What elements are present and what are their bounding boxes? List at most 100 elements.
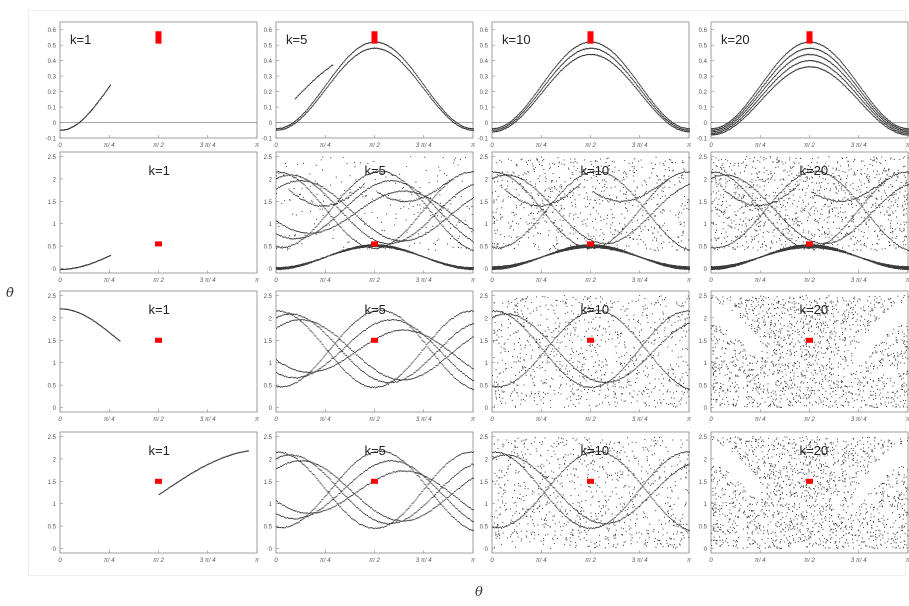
x-tick-label: 0 <box>490 143 494 149</box>
panel-title: k=20 <box>800 163 829 178</box>
x-tick-label: 0 <box>709 278 713 284</box>
initial-condition-marker <box>155 241 162 247</box>
y-tick-label: 0 <box>53 267 57 273</box>
y-tick-label: 2.5 <box>480 294 489 300</box>
x-tick-label: π/ 2 <box>153 558 164 564</box>
y-tick-label: 0.5 <box>264 525 273 531</box>
panel-r1-k20: 0.60.50.40.30.20.10-0.10π/ 4π/ 23 π/ 4πk… <box>697 21 909 149</box>
x-tick-label: π/ 4 <box>536 278 547 284</box>
x-tick-label: π/ 4 <box>755 417 766 423</box>
y-tick-label: 2.5 <box>480 435 489 441</box>
y-tick-label: 0.4 <box>480 59 489 65</box>
y-tick-label: 0.2 <box>48 90 57 96</box>
initial-condition-marker <box>371 31 378 44</box>
initial-condition-marker <box>155 337 162 343</box>
y-tick-label: 1 <box>53 502 57 508</box>
panel-title: k=10 <box>581 302 610 317</box>
y-tick-label: 0.5 <box>699 525 708 531</box>
y-tick-label: 0.6 <box>699 28 708 34</box>
scatter-points <box>158 450 249 496</box>
x-tick-label: 3 π/ 4 <box>200 417 216 423</box>
y-tick-label: 0.1 <box>699 106 708 112</box>
x-tick-label: 3 π/ 4 <box>416 278 432 284</box>
x-axis-label: θ <box>475 585 483 600</box>
y-tick-label: 0.5 <box>48 245 57 251</box>
y-tick-label: 1 <box>53 361 57 367</box>
x-tick-label: π <box>471 143 476 149</box>
x-tick-label: π/ 4 <box>536 558 547 564</box>
y-tick-label: 2.5 <box>699 155 708 161</box>
x-tick-label: 0 <box>709 417 713 423</box>
y-tick-label: 0 <box>269 267 273 273</box>
y-tick-label: 1 <box>269 361 273 367</box>
y-tick-label: 1.5 <box>48 480 57 486</box>
initial-condition-marker <box>155 31 162 44</box>
y-tick-label: 2 <box>269 316 273 322</box>
initial-condition-marker <box>806 241 813 247</box>
y-tick-label: 0.6 <box>480 28 489 34</box>
y-tick-label: 0 <box>485 547 489 553</box>
panel-r4-k10: 2.5 2 1.5 1 0.5 00 π/ 4 π/ 2 3 π/ 4 π k=10 <box>480 431 692 564</box>
initial-condition-marker <box>371 241 378 247</box>
plot-frame <box>59 151 258 274</box>
y-tick-label: 0.5 <box>480 525 489 531</box>
y-tick-label: 2.5 <box>48 435 57 441</box>
y-tick-label: 0.1 <box>264 106 273 112</box>
y-tick-label: 1 <box>485 361 489 367</box>
panel-r3-k20: 2.5 2 1.5 1 0.5 00 π/ 4 π/ 2 3 π/ 4 π k=20 <box>699 290 909 423</box>
x-tick-label: 0 <box>709 558 713 564</box>
x-tick-label: π <box>255 143 260 149</box>
initial-condition-marker <box>371 478 378 484</box>
scatter-points <box>492 294 690 409</box>
x-tick-label: π <box>687 558 692 564</box>
y-tick-label: 2.5 <box>699 435 708 441</box>
y-tick-label: 0 <box>485 121 489 127</box>
y-tick-label: 0 <box>53 547 57 553</box>
x-tick-label: π/ 4 <box>536 417 547 423</box>
panel-r3-k1: 2.5 2 1.5 1 0.5 00 π/ 4 π/ 2 3 π/ 4 π k=1 <box>48 290 260 423</box>
x-tick-label: π/ 4 <box>755 558 766 564</box>
x-tick-label: π/ 2 <box>585 143 596 149</box>
scatter-points <box>711 295 909 409</box>
y-tick-label: -0.1 <box>262 137 273 143</box>
x-tick-label: π/ 4 <box>536 143 547 149</box>
y-tick-label: -0.1 <box>46 137 57 143</box>
y-tick-label: 2 <box>269 177 273 183</box>
y-tick-label: 1.5 <box>264 339 273 345</box>
y-tick-label: 2 <box>485 457 489 463</box>
y-tick-label: 1.5 <box>48 200 57 206</box>
panel-title: k=10 <box>502 32 531 47</box>
scatter-points <box>492 41 690 133</box>
scatter-points <box>492 156 690 271</box>
x-tick-label: π/ 2 <box>153 417 164 423</box>
y-tick-label: 0.3 <box>48 75 57 81</box>
x-tick-label: 0 <box>709 143 713 149</box>
x-tick-label: 3 π/ 4 <box>416 143 432 149</box>
y-tick-label: 0.4 <box>48 59 57 65</box>
x-tick-label: 3 π/ 4 <box>632 558 648 564</box>
x-tick-label: π/ 4 <box>104 143 115 149</box>
y-tick-label: 2.5 <box>48 294 57 300</box>
x-tick-label: π <box>687 417 692 423</box>
x-tick-label: π/ 2 <box>804 143 815 149</box>
scatter-points <box>711 155 909 271</box>
y-tick-label: 0 <box>53 406 57 412</box>
y-tick-label: 1.5 <box>699 480 708 486</box>
initial-condition-marker <box>587 337 594 343</box>
y-tick-label: 0.3 <box>480 75 489 81</box>
y-tick-label: 2 <box>53 177 57 183</box>
x-tick-label: 3 π/ 4 <box>632 278 648 284</box>
scatter-points <box>492 436 690 550</box>
x-tick-label: π <box>471 278 476 284</box>
x-tick-label: π <box>255 278 260 284</box>
y-tick-label: 0.2 <box>264 90 273 96</box>
x-tick-label: π/ 4 <box>320 558 331 564</box>
panel-r2-k5: 2.5 2 1.5 1 0.5 00 π/ 4 π/ 2 3 π/ 4 π k=5 <box>264 151 476 284</box>
x-tick-label: π/ 4 <box>104 558 115 564</box>
panel-r2-k10: 2.5 2 1.5 1 0.5 00 π/ 4 π/ 2 3 π/ 4 π k=10 <box>480 151 692 284</box>
x-tick-label: π <box>255 558 260 564</box>
y-tick-label: 2 <box>485 177 489 183</box>
x-tick-label: π/ 2 <box>369 143 380 149</box>
initial-condition-marker <box>587 31 594 44</box>
